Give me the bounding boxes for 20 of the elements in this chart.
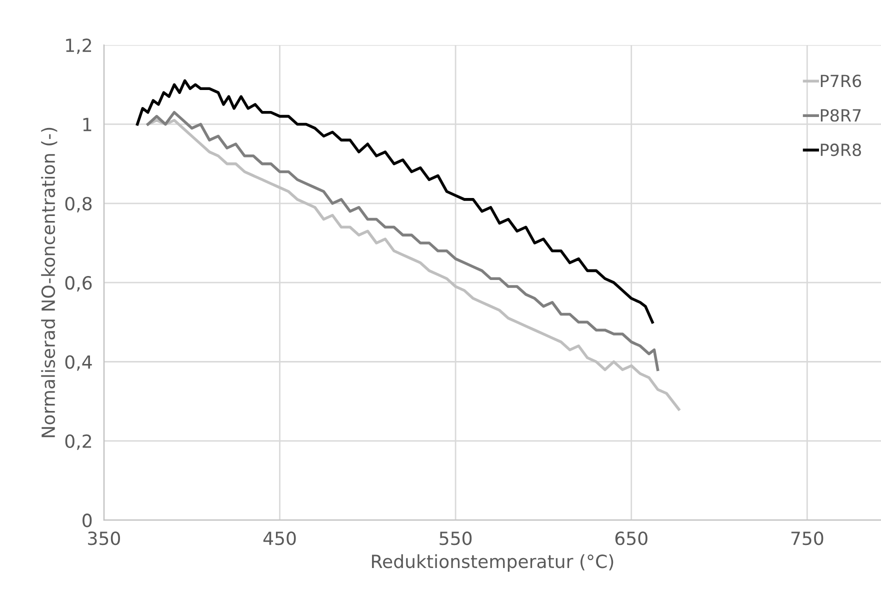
x-tick-label: 750 [791, 532, 824, 546]
y-tick-label: 1,2 [66, 38, 92, 54]
line-series [146, 110, 660, 372]
legend-label: P7R6 [820, 74, 862, 88]
x-tick-label: 350 [88, 532, 120, 546]
x-tick-label: 650 [615, 532, 648, 546]
legend-label: P8R7 [820, 109, 861, 122]
x-axis-title: Reduktionstemperatur (°C) [372, 554, 614, 572]
y-tick-label: 0,2 [65, 434, 92, 450]
x-tick-label: 550 [440, 532, 472, 546]
line-series [136, 79, 654, 324]
y-tick-label: 1 [83, 118, 92, 132]
legend-label: P9R8 [820, 144, 861, 156]
x-tick-label: 450 [263, 532, 296, 546]
y-tick-label: 0,8 [65, 196, 92, 212]
y-tick-label: 0,4 [65, 355, 92, 371]
y-tick-label: 0,6 [65, 276, 92, 292]
line-series [146, 118, 680, 411]
y-tick-label: 0 [82, 514, 92, 528]
y-axis-title: Normaliserad NO-koncentration (-) [41, 128, 58, 438]
